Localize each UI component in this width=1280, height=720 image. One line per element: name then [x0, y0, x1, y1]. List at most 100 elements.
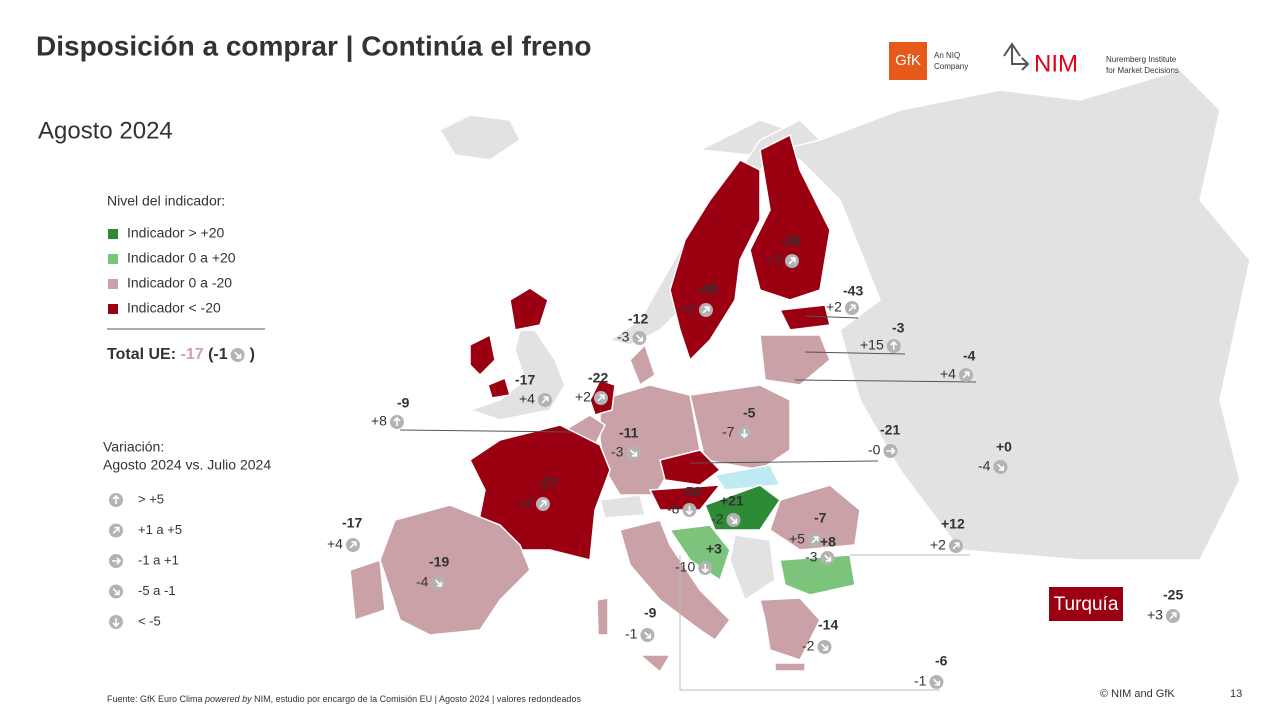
- country: [759, 597, 821, 661]
- change-icon: [958, 368, 973, 382]
- country-value: -19: [429, 554, 449, 570]
- country: [659, 449, 722, 486]
- legend-swatch: [108, 229, 118, 239]
- gfk-tag: Company: [934, 62, 968, 71]
- country-change: -3: [611, 444, 624, 460]
- variation-label: -1 a +1: [138, 552, 179, 567]
- leader-line: [804, 315, 859, 319]
- country-value: -3: [892, 320, 905, 336]
- country-value: -5: [743, 405, 756, 421]
- legend-label: Indicador > +20: [127, 225, 225, 241]
- change-icon: [886, 339, 901, 353]
- icon-arrow: [234, 351, 242, 359]
- icon-arrow: [952, 542, 960, 550]
- footer-text: NIM, estudio por encargo de la Comisión …: [252, 694, 582, 704]
- country: [778, 304, 831, 331]
- change-icon: [883, 444, 898, 458]
- change-icon: [109, 493, 123, 507]
- country-value: -4: [963, 348, 976, 364]
- country: [637, 654, 672, 674]
- change-icon: [389, 415, 404, 429]
- change-icon: [1165, 609, 1180, 623]
- country-value: -14: [818, 617, 838, 633]
- country: [769, 484, 861, 551]
- icon-arrow: [393, 416, 401, 426]
- country-value: -43: [843, 283, 863, 299]
- country-change: -4: [978, 458, 991, 474]
- icon-arrow: [821, 643, 829, 651]
- legend: Indicador > +20 Indicador 0 a +20 Indicado…: [108, 225, 236, 316]
- country-change: +2: [680, 301, 696, 317]
- icon-arrow: [644, 631, 652, 639]
- icon-arrow: [848, 304, 856, 312]
- variation-label: < -5: [138, 613, 161, 628]
- icon-arrow: [636, 334, 644, 342]
- legend-swatch: [108, 279, 118, 289]
- country-change: -0: [868, 442, 881, 458]
- country-value: -21: [880, 422, 900, 438]
- country-value: +3: [706, 541, 722, 557]
- icon-arrow: [788, 257, 796, 265]
- country: [668, 524, 731, 582]
- country-value: -48: [697, 281, 717, 297]
- change-icon: [993, 460, 1008, 474]
- icon-arrow: [890, 340, 898, 350]
- legend-swatch: [108, 254, 118, 264]
- icon-arrow: [933, 678, 941, 686]
- gfk-logo: [889, 42, 927, 80]
- subtitle: Agosto 2024: [38, 117, 173, 144]
- icon-arrow: [541, 396, 549, 404]
- change-icon: [948, 539, 963, 553]
- country: [713, 464, 782, 491]
- country: [379, 504, 531, 636]
- country: [669, 159, 761, 362]
- change-icon: [535, 497, 550, 511]
- leader-line: [679, 555, 940, 691]
- change-icon: [109, 615, 123, 629]
- land: [438, 114, 521, 161]
- legend-label: Indicador < -20: [127, 300, 221, 316]
- change-icon: [698, 561, 713, 575]
- change-icon: [784, 254, 799, 268]
- icon-arrow: [811, 536, 819, 544]
- total-label: Total UE:: [107, 346, 176, 363]
- change-icon: [640, 628, 655, 642]
- country-change: +5: [789, 531, 805, 547]
- country: [487, 376, 511, 399]
- country-value: -12: [628, 311, 648, 327]
- country-change: +2: [826, 299, 842, 315]
- nim-tag: for Market Decisions: [1106, 66, 1179, 75]
- icon-arrow: [740, 429, 749, 439]
- icon-arrow: [597, 394, 605, 402]
- change-icon: [593, 391, 608, 405]
- country-value: -17: [515, 372, 535, 388]
- variation-title: Variación:: [103, 439, 164, 455]
- nim-icon: [1003, 42, 1030, 71]
- country-change: +2: [517, 495, 533, 511]
- country-change: +15: [860, 337, 884, 353]
- icon-arrow: [539, 500, 547, 508]
- country: [759, 334, 831, 386]
- country-value: -25: [1163, 587, 1183, 603]
- country-change: -2: [802, 638, 815, 654]
- country: [469, 333, 496, 377]
- change-icon: [726, 513, 741, 527]
- country-value: -27: [537, 475, 557, 491]
- country-change: +4: [940, 366, 956, 382]
- leader-line: [689, 460, 879, 464]
- country-change: +8: [371, 413, 387, 429]
- change-icon: [820, 551, 835, 565]
- country-change: +2: [575, 389, 591, 405]
- change-icon: [345, 538, 360, 552]
- country-change: -3: [617, 329, 630, 345]
- country: [779, 554, 856, 596]
- country-labels: -36+2-48+2-43+2-3+15-4+4-12-3-17+4-22+2-…: [327, 233, 1183, 689]
- country-change: -7: [722, 424, 735, 440]
- change-icon: [109, 523, 123, 538]
- change-icon: [230, 348, 245, 362]
- change-icon: [626, 446, 641, 460]
- change-icon: [807, 533, 822, 547]
- change-icon: [737, 426, 752, 440]
- icon-arrow: [112, 557, 122, 565]
